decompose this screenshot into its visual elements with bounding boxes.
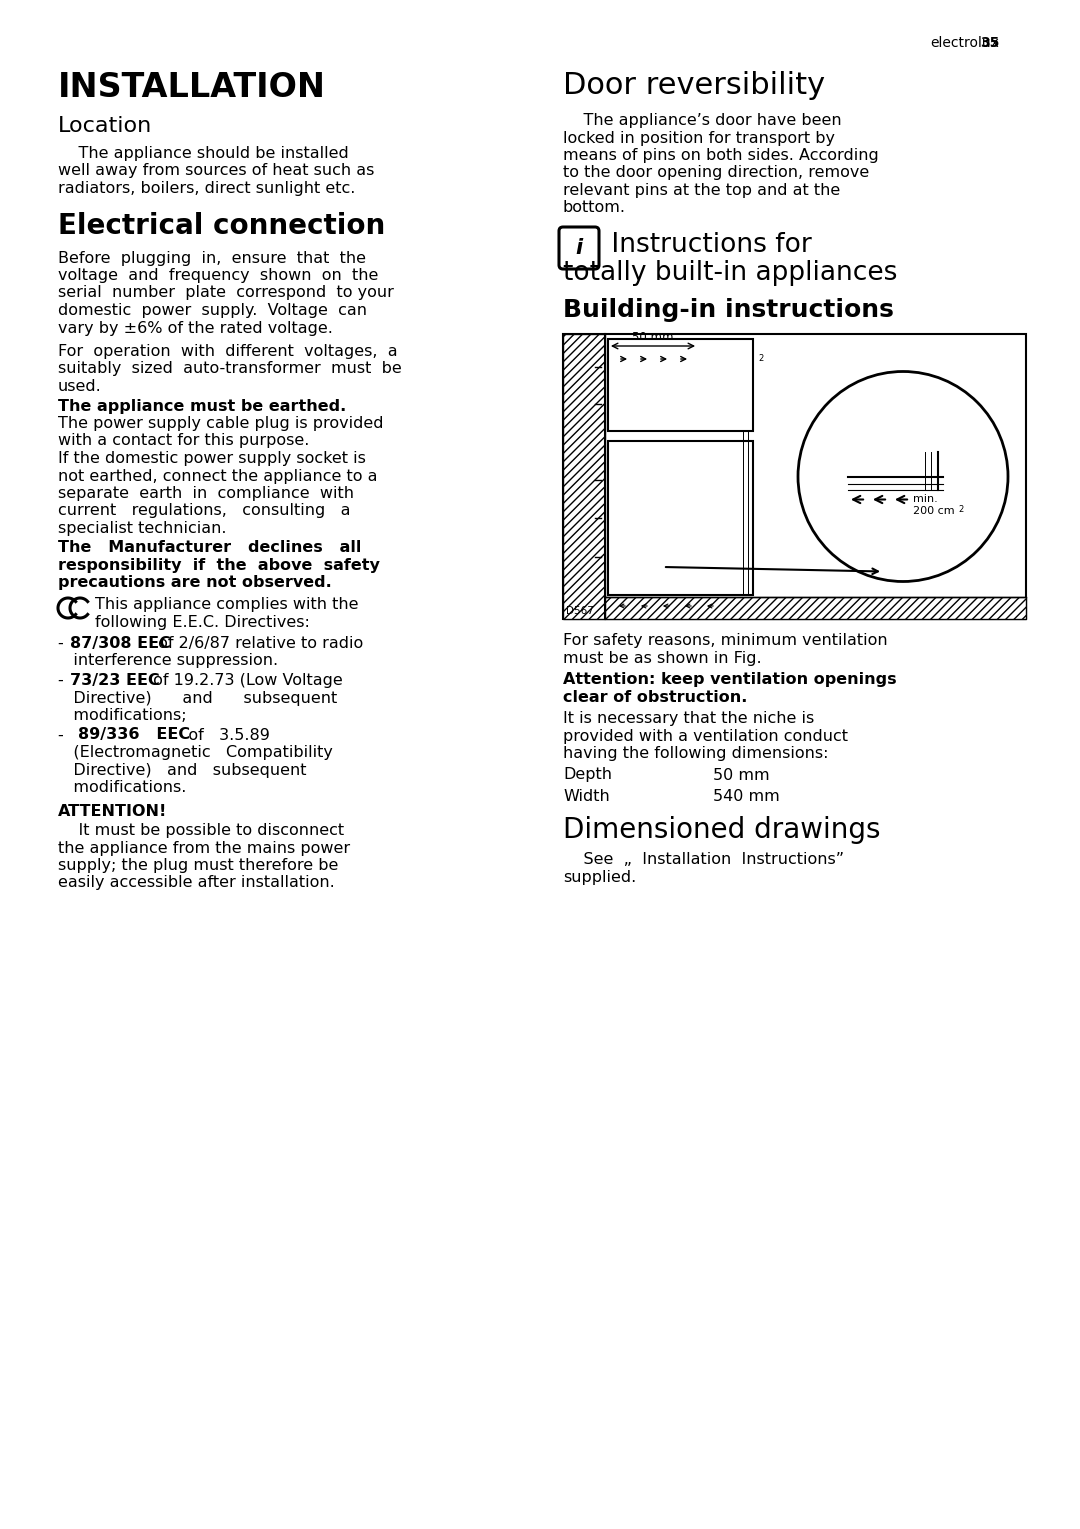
FancyBboxPatch shape <box>559 226 599 269</box>
Bar <box>608 442 753 595</box>
Text: clear of obstruction.: clear of obstruction. <box>563 690 747 705</box>
Text: min.: min. <box>913 494 937 505</box>
Text: 200 cm: 200 cm <box>710 355 754 367</box>
Text: modifications;: modifications; <box>58 708 187 723</box>
Text: provided with a ventilation conduct: provided with a ventilation conduct <box>563 728 848 743</box>
Text: min.: min. <box>710 342 737 355</box>
Text: vary by ±6% of the rated voltage.: vary by ±6% of the rated voltage. <box>58 321 333 335</box>
Text: ATTENTION!: ATTENTION! <box>58 804 167 818</box>
Text: bottom.: bottom. <box>563 200 626 216</box>
Text: This appliance complies with the: This appliance complies with the <box>95 596 359 612</box>
Text: For  operation  with  different  voltages,  a: For operation with different voltages, a <box>58 344 397 359</box>
Text: locked in position for transport by: locked in position for transport by <box>563 130 835 145</box>
Text: supply; the plug must therefore be: supply; the plug must therefore be <box>58 858 338 873</box>
Text: If the domestic power supply socket is: If the domestic power supply socket is <box>58 451 366 466</box>
Text: The appliance should be installed: The appliance should be installed <box>58 145 349 161</box>
Text: Directive)      and      subsequent: Directive) and subsequent <box>58 691 337 705</box>
Text: (Electromagnetic   Compatibility: (Electromagnetic Compatibility <box>58 745 333 760</box>
Text: Width: Width <box>563 789 610 804</box>
Text: following E.E.C. Directives:: following E.E.C. Directives: <box>95 615 310 630</box>
Text: The power supply cable plug is provided: The power supply cable plug is provided <box>58 416 383 431</box>
Text: D567: D567 <box>566 605 594 616</box>
Text: Dimensioned drawings: Dimensioned drawings <box>563 816 880 844</box>
Text: 540 mm: 540 mm <box>713 789 780 804</box>
Text: electrolux: electrolux <box>930 37 999 50</box>
Text: precautions are not observed.: precautions are not observed. <box>58 575 332 590</box>
Text: with a contact for this purpose.: with a contact for this purpose. <box>58 434 309 448</box>
Text: 2: 2 <box>958 506 963 514</box>
Text: totally built-in appliances: totally built-in appliances <box>563 260 897 286</box>
Text: Door reversibility: Door reversibility <box>563 70 825 99</box>
Bar <box>563 333 605 619</box>
Text: domestic  power  supply.  Voltage  can: domestic power supply. Voltage can <box>58 303 367 318</box>
Text: Depth: Depth <box>563 768 612 783</box>
Text: the appliance from the mains power: the appliance from the mains power <box>58 841 350 856</box>
Text: specialist technician.: specialist technician. <box>58 521 227 537</box>
Text: 73/23 EEC: 73/23 EEC <box>70 673 160 688</box>
Text: -: - <box>58 636 69 651</box>
Text: having the following dimensions:: having the following dimensions: <box>563 746 828 761</box>
Text: 87/308 EEC: 87/308 EEC <box>70 636 171 651</box>
Text: not earthed, connect the appliance to a: not earthed, connect the appliance to a <box>58 468 378 483</box>
Text: easily accessible after installation.: easily accessible after installation. <box>58 876 335 890</box>
Text: serial  number  plate  correspond  to your: serial number plate correspond to your <box>58 286 394 301</box>
Bar <box>563 333 1026 619</box>
Text: Attention: keep ventilation openings: Attention: keep ventilation openings <box>563 673 896 687</box>
Text: Instructions for: Instructions for <box>603 232 812 258</box>
Text: The   Manufacturer   declines   all: The Manufacturer declines all <box>58 540 362 555</box>
Text: Location: Location <box>58 116 152 136</box>
Text: i: i <box>576 239 582 258</box>
Text: 35: 35 <box>980 37 999 50</box>
Text: 50 mm: 50 mm <box>632 330 674 344</box>
Text: The appliance’s door have been: The appliance’s door have been <box>563 113 841 128</box>
Text: -: - <box>58 728 95 743</box>
Text: responsibility  if  the  above  safety: responsibility if the above safety <box>58 558 380 573</box>
Text: 50 mm: 50 mm <box>713 768 770 783</box>
Text: INSTALLATION: INSTALLATION <box>58 70 326 104</box>
Text: used.: used. <box>58 379 102 394</box>
Text: modifications.: modifications. <box>58 780 187 795</box>
Text: suitably  sized  auto-transformer  must  be: suitably sized auto-transformer must be <box>58 361 402 376</box>
Text: well away from sources of heat such as: well away from sources of heat such as <box>58 164 375 179</box>
Bar <box>605 596 1026 619</box>
Text: supplied.: supplied. <box>563 870 636 885</box>
Text: means of pins on both sides. According: means of pins on both sides. According <box>563 148 879 164</box>
Text: relevant pins at the top and at the: relevant pins at the top and at the <box>563 183 840 197</box>
Text: interference suppression.: interference suppression. <box>58 653 279 668</box>
Text: It is necessary that the niche is: It is necessary that the niche is <box>563 711 814 726</box>
Bar <box>608 339 753 431</box>
Text: Directive)   and   subsequent: Directive) and subsequent <box>58 763 307 778</box>
Text: For safety reasons, minimum ventilation: For safety reasons, minimum ventilation <box>563 633 888 648</box>
Text: 2: 2 <box>758 355 764 362</box>
Text: 89/336   EEC: 89/336 EEC <box>78 728 190 743</box>
Text: Building-in instructions: Building-in instructions <box>563 298 894 323</box>
Text: It must be possible to disconnect: It must be possible to disconnect <box>58 823 345 838</box>
Text: -: - <box>58 673 69 688</box>
Text: radiators, boilers, direct sunlight etc.: radiators, boilers, direct sunlight etc. <box>58 180 355 196</box>
Text: current   regulations,   consulting   a: current regulations, consulting a <box>58 503 351 518</box>
Text: of 19.2.73 (Low Voltage: of 19.2.73 (Low Voltage <box>148 673 342 688</box>
Text: must be as shown in Fig.: must be as shown in Fig. <box>563 650 761 665</box>
Text: Electrical connection: Electrical connection <box>58 213 386 240</box>
Text: to the door opening direction, remove: to the door opening direction, remove <box>563 165 869 180</box>
Circle shape <box>798 372 1008 581</box>
Text: separate  earth  in  compliance  with: separate earth in compliance with <box>58 486 354 502</box>
Text: The appliance must be earthed.: The appliance must be earthed. <box>58 399 347 413</box>
Text: of 2/6/87 relative to radio: of 2/6/87 relative to radio <box>153 636 363 651</box>
Text: See  „  Installation  Instructions”: See „ Installation Instructions” <box>563 853 845 867</box>
Text: Before  plugging  in,  ensure  that  the: Before plugging in, ensure that the <box>58 251 366 266</box>
Text: 200 cm: 200 cm <box>913 506 955 515</box>
Text: voltage  and  frequency  shown  on  the: voltage and frequency shown on the <box>58 268 378 283</box>
Text: of   3.5.89: of 3.5.89 <box>173 728 270 743</box>
